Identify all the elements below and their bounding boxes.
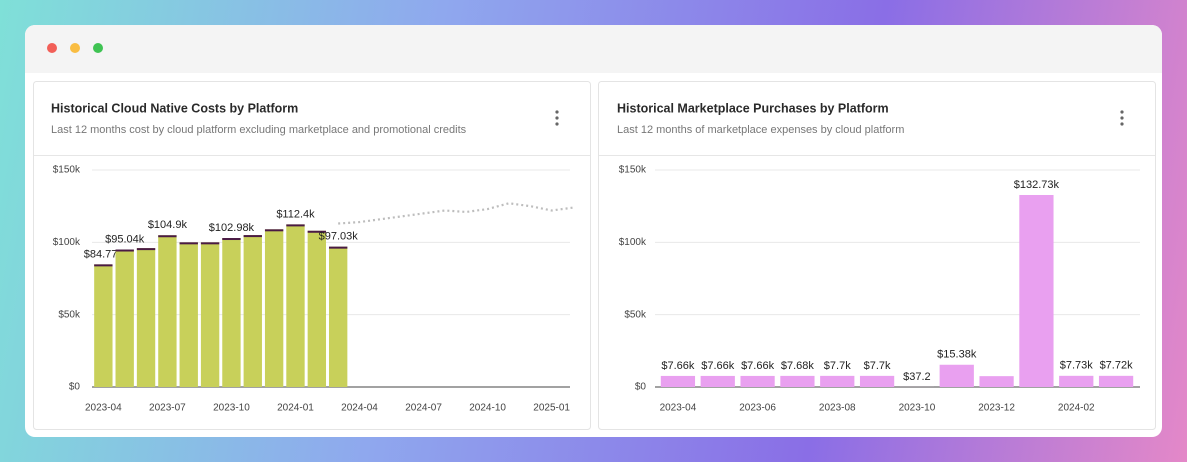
- bar-cap: [158, 235, 177, 238]
- maximize-dot[interactable]: [93, 43, 103, 53]
- data-label: $102.98k: [209, 222, 255, 234]
- minimize-dot[interactable]: [70, 43, 80, 53]
- data-label: $95.04k: [105, 233, 145, 245]
- data-label: $7.66k: [661, 360, 695, 372]
- x-tick-label: 2023-10: [213, 403, 250, 414]
- data-label: $104.9k: [148, 219, 188, 231]
- bar-cap: [179, 242, 198, 245]
- x-tick-label: 2025-01: [533, 403, 570, 414]
- bar: [264, 229, 284, 387]
- x-tick-label: 2023-12: [978, 403, 1015, 414]
- bar: [307, 230, 327, 387]
- data-label: $7.68k: [781, 360, 815, 372]
- bar: [979, 376, 1014, 387]
- menu-button[interactable]: [1120, 110, 1124, 126]
- bar-cap: [115, 249, 134, 252]
- bar: [200, 242, 220, 387]
- bar-cap: [286, 224, 305, 227]
- title-bar: [25, 25, 1162, 73]
- x-tick-label: 2023-04: [85, 403, 122, 414]
- x-tick-label: 2023-06: [739, 403, 776, 414]
- data-label: $7.72k: [1100, 360, 1134, 372]
- chart-title: Historical Marketplace Purchases by Plat…: [617, 101, 889, 115]
- y-tick-label: $0: [635, 382, 647, 393]
- chart-title: Historical Cloud Native Costs by Platfor…: [51, 101, 298, 115]
- bar: [859, 375, 895, 387]
- bar-cap: [94, 264, 113, 267]
- data-label: $7.7k: [824, 360, 851, 372]
- bar: [780, 375, 815, 387]
- data-label: $112.4k: [276, 208, 315, 220]
- bar: [939, 364, 974, 387]
- bar-cap: [264, 229, 284, 232]
- data-label: $7.66k: [741, 360, 775, 372]
- bar-cap: [222, 238, 241, 241]
- close-dot[interactable]: [47, 43, 57, 53]
- y-tick-label: $150k: [53, 165, 81, 176]
- bar: [1098, 375, 1134, 387]
- x-tick-label: 2024-02: [1058, 403, 1095, 414]
- bar: [136, 248, 156, 387]
- bar-cap: [136, 248, 156, 251]
- bar-cap: [243, 235, 262, 238]
- x-tick-label: 2023-07: [149, 403, 186, 414]
- bar-cap: [307, 230, 327, 233]
- x-tick-label: 2024-10: [469, 403, 506, 414]
- y-tick-label: $100k: [619, 237, 647, 248]
- x-tick-label: 2023-08: [819, 403, 856, 414]
- y-tick-label: $50k: [58, 309, 81, 320]
- bar: [740, 375, 775, 387]
- card: [598, 81, 1156, 430]
- bar: [1059, 375, 1094, 387]
- bar-cap: [328, 246, 348, 249]
- y-tick-label: $50k: [624, 309, 647, 320]
- y-tick-label: $150k: [619, 165, 647, 176]
- menu-button[interactable]: [555, 110, 559, 126]
- bar: [1019, 194, 1054, 387]
- data-label: $7.66k: [701, 360, 735, 372]
- data-label: $132.73k: [1014, 179, 1060, 191]
- bar: [243, 235, 262, 387]
- bar: [94, 264, 113, 387]
- data-label: $84.77k: [84, 248, 124, 260]
- bar: [158, 235, 177, 387]
- x-tick-label: 2023-10: [899, 403, 936, 414]
- y-tick-label: $100k: [53, 237, 81, 248]
- data-label: $15.38k: [937, 349, 977, 361]
- y-tick-label: $0: [69, 382, 81, 393]
- bar: [700, 375, 735, 387]
- chart-subtitle: Last 12 months cost by cloud platform ex…: [51, 124, 467, 136]
- bar: [179, 242, 198, 387]
- chart-subtitle: Last 12 months of marketplace expenses b…: [617, 124, 904, 136]
- data-label: $7.7k: [864, 360, 891, 372]
- bar-cap: [200, 242, 220, 245]
- bar: [660, 375, 696, 387]
- x-tick-label: 2024-07: [405, 403, 442, 414]
- data-label: $97.03k: [319, 231, 359, 243]
- x-tick-label: 2023-04: [660, 403, 697, 414]
- x-tick-label: 2024-01: [277, 403, 314, 414]
- bar: [820, 375, 855, 387]
- bar: [328, 246, 348, 387]
- bar: [286, 224, 305, 387]
- data-label: $7.73k: [1060, 360, 1094, 372]
- bar: [115, 249, 134, 387]
- x-tick-label: 2024-04: [341, 403, 378, 414]
- bar: [222, 238, 241, 387]
- data-label: $37.2: [903, 371, 931, 383]
